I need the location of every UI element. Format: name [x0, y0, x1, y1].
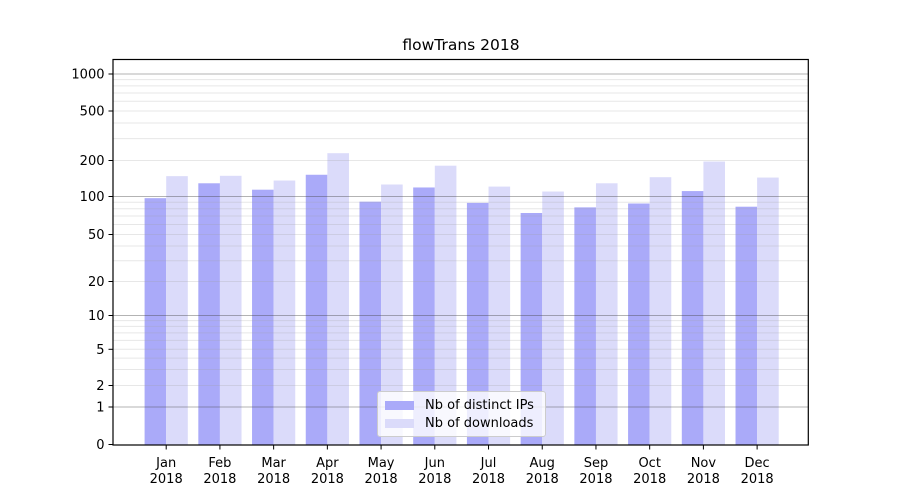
y-tick-label: 10: [88, 309, 105, 324]
x-tick-label-month: Jun: [424, 456, 445, 471]
bar-distinct-ips-sep: [574, 207, 596, 445]
bar-distinct-ips-mar: [252, 189, 274, 445]
legend-label-distinct-ips: Nb of distinct IPs: [425, 397, 534, 413]
bar-downloads-jun: [434, 165, 457, 445]
x-tick-label-month: Feb: [208, 456, 231, 471]
bar-distinct-ips-jul: [466, 202, 489, 445]
x-tick-label-month: Nov: [691, 456, 717, 471]
legend-entry-downloads: Nb of downloads: [385, 416, 545, 431]
x-tick-label-year: 2018: [526, 472, 559, 487]
y-tick-label: 0: [96, 438, 104, 453]
y-tick-label: 20: [88, 275, 105, 290]
bar-distinct-ips-jun: [413, 187, 435, 445]
plot-border: [112, 58, 809, 446]
x-tick-label-month: Dec: [745, 456, 770, 471]
bar-distinct-ips-oct: [628, 203, 650, 445]
legend-entry-distinct-ips: Nb of distinct IPs: [385, 398, 545, 413]
bar-distinct-ips-aug: [520, 213, 543, 445]
legend: Nb of distinct IPs Nb of downloads: [377, 391, 546, 437]
bar-downloads-mar: [273, 180, 296, 446]
y-tick-label: 200: [80, 154, 105, 169]
legend-swatch-downloads: [385, 418, 414, 428]
bar-downloads-aug: [542, 191, 564, 445]
y-tick-label: 2: [96, 379, 104, 394]
y-tick-label: 5: [96, 343, 104, 358]
x-tick-label-year: 2018: [472, 472, 505, 487]
bar-downloads-jan: [166, 176, 188, 446]
x-tick-label-year: 2018: [257, 472, 290, 487]
x-tick-label-month: Jan: [155, 456, 176, 471]
chart-title: flowTrans 2018: [402, 36, 520, 54]
y-tick-label: 50: [88, 228, 105, 243]
bar-downloads-may: [381, 184, 403, 445]
legend-label-downloads: Nb of downloads: [425, 415, 534, 431]
bar-downloads-oct: [649, 177, 672, 446]
x-tick-label-year: 2018: [150, 472, 183, 487]
x-tick-label-year: 2018: [365, 472, 398, 487]
bar-distinct-ips-dec: [735, 206, 758, 445]
x-tick-label-month: Apr: [316, 456, 339, 471]
x-tick-label-year: 2018: [633, 472, 666, 487]
bar-downloads-jul: [488, 186, 511, 446]
y-tick-label: 1000: [71, 68, 104, 83]
x-tick-label-year: 2018: [203, 472, 236, 487]
y-tick-label: 1: [96, 401, 104, 416]
bar-distinct-ips-apr: [305, 174, 328, 446]
y-tick-label: 500: [80, 105, 105, 120]
bar-downloads-nov: [703, 161, 725, 446]
x-tick-label-month: Aug: [530, 456, 555, 471]
x-tick-label-year: 2018: [418, 472, 451, 487]
bar-downloads-apr: [327, 153, 349, 445]
x-tick-label-month: Sep: [584, 456, 609, 471]
bar-downloads-dec: [757, 177, 779, 445]
x-tick-label-month: May: [368, 456, 395, 471]
x-tick-label-year: 2018: [311, 472, 344, 487]
bar-distinct-ips-feb: [198, 183, 220, 445]
x-tick-label-year: 2018: [579, 472, 612, 487]
bar-distinct-ips-jan: [144, 198, 167, 445]
legend-swatch-distinct-ips: [385, 400, 414, 410]
bar-downloads-feb: [219, 175, 242, 445]
bar-downloads-sep: [595, 183, 618, 445]
x-tick-label-year: 2018: [741, 472, 774, 487]
bar-distinct-ips-nov: [681, 191, 704, 445]
x-tick-label-year: 2018: [687, 472, 720, 487]
x-tick-label-month: Oct: [638, 456, 660, 471]
bar-distinct-ips-may: [359, 201, 382, 445]
y-tick-label: 100: [80, 190, 105, 205]
x-tick-label-month: Mar: [261, 456, 286, 471]
x-tick-label-month: Jul: [480, 456, 497, 471]
